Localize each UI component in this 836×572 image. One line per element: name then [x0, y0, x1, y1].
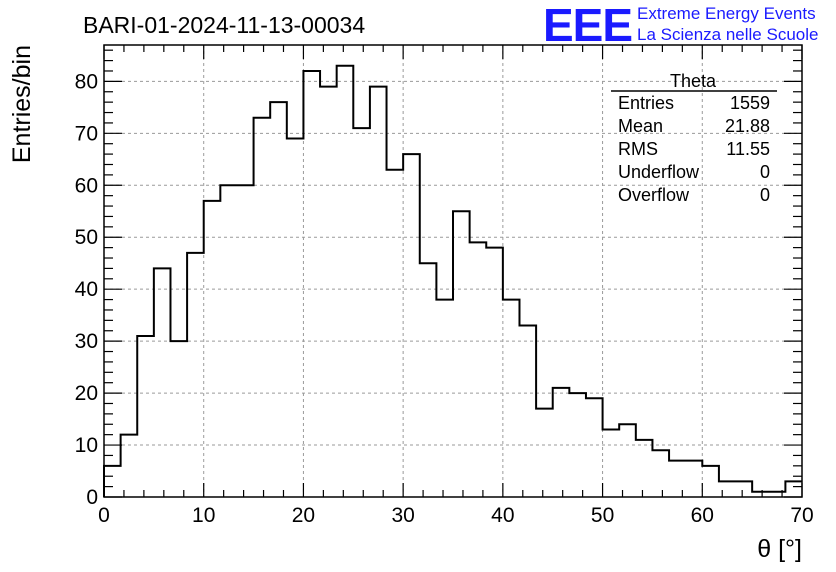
y-tick-label: 70 — [75, 122, 98, 145]
x-tick-label: 70 — [790, 504, 813, 527]
stats-label-mean: Mean — [618, 116, 663, 136]
x-tick-label: 10 — [192, 504, 215, 527]
histogram-series — [103, 64, 802, 497]
y-tick-label: 20 — [75, 382, 98, 405]
x-tick-label: 40 — [491, 504, 514, 527]
x-tick-label: 0 — [98, 504, 110, 527]
y-axis-label: Entries/bin — [8, 45, 36, 163]
chart-title: BARI-01-2024-11-13-00034 — [83, 12, 365, 38]
y-tick-label: 40 — [75, 278, 98, 301]
axis-tick-labels: 0 10 20 30 40 50 60 70 0 10 20 30 40 50 60 70 80 — [75, 70, 814, 527]
stats-value-rms: 11.55 — [726, 139, 770, 159]
x-tick-label: 50 — [591, 504, 614, 527]
x-tick-label: 60 — [691, 504, 714, 527]
logo-line1: Extreme Energy Events — [637, 4, 816, 23]
x-tick-label: 30 — [391, 504, 414, 527]
logo-mark: EEE — [543, 0, 632, 51]
stats-value-underflow: 0 — [760, 162, 770, 182]
stats-value-overflow: 0 — [760, 185, 770, 205]
stats-value-mean: 21.88 — [725, 116, 770, 136]
stats-rows: Entries 1559 Mean 21.88 RMS 11.55 Underflow 0 Ov… — [618, 93, 770, 205]
eee-logo: EEE Extreme Energy Events La Scienza nel… — [543, 0, 818, 51]
y-tick-label: 50 — [75, 226, 98, 249]
stats-label-overflow: Overflow — [618, 185, 690, 205]
x-axis-label: θ [°] — [757, 535, 802, 563]
plot-frame — [103, 44, 803, 498]
stats-value-entries: 1559 — [730, 93, 770, 113]
stats-label-entries: Entries — [618, 93, 674, 113]
x-tick-label: 20 — [292, 504, 315, 527]
stats-box: Theta Entries 1559 Mean 21.88 RMS 11.55 Underf… — [611, 71, 777, 205]
y-tick-label: 80 — [75, 70, 98, 93]
axis-ticks — [103, 45, 803, 498]
stats-label-underflow: Underflow — [618, 162, 700, 182]
logo-line2: La Scienza nelle Scuole — [637, 25, 818, 44]
stats-title: Theta — [670, 71, 717, 91]
y-tick-label: 10 — [75, 434, 98, 457]
y-tick-label: 0 — [86, 486, 98, 509]
stats-label-rms: RMS — [618, 139, 658, 159]
y-tick-label: 60 — [75, 174, 98, 197]
y-tick-label: 30 — [75, 330, 98, 353]
